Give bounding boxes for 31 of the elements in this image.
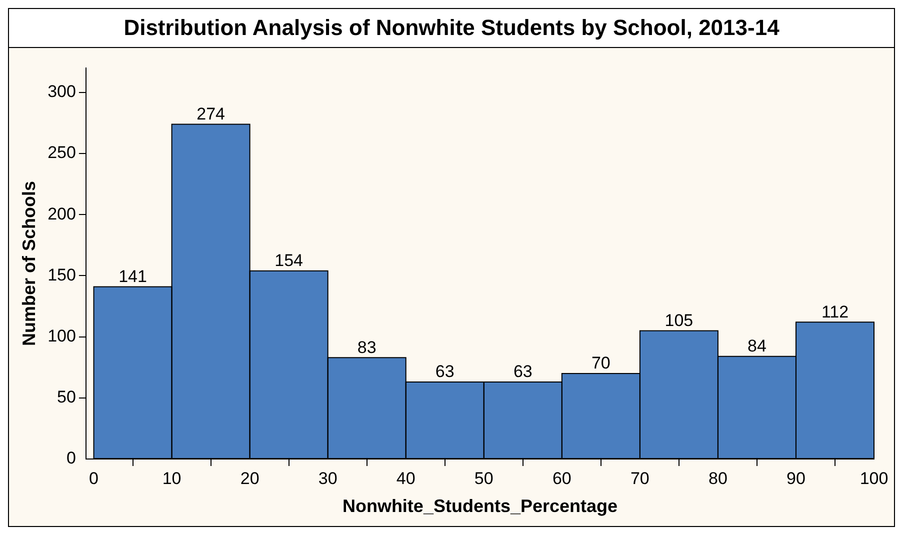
x-tick-label: 100: [860, 468, 888, 488]
x-tick-label: 30: [318, 468, 338, 488]
data-label: 105: [664, 310, 694, 330]
x-tick-label: 40: [396, 468, 416, 488]
data-label: 83: [357, 338, 376, 357]
y-tick-label: 250: [48, 143, 76, 162]
data-label: 70: [591, 354, 610, 373]
data-label: 141: [118, 266, 147, 286]
x-tick-label: 80: [708, 468, 728, 488]
x-tick-label: 60: [552, 468, 572, 488]
y-tick-label: 100: [48, 326, 76, 346]
x-tick-label: 10: [162, 468, 182, 488]
data-label: 112: [821, 302, 849, 322]
y-tick-label: 50: [57, 388, 76, 407]
y-tick-label: 200: [48, 204, 76, 224]
data-label: 274: [196, 104, 225, 124]
data-label: 63: [435, 362, 454, 382]
data-label: 154: [274, 251, 304, 270]
data-label: 63: [513, 362, 532, 382]
x-tick-label: 20: [240, 468, 260, 488]
y-tick-label: 300: [48, 82, 76, 102]
x-tick-label: 70: [630, 468, 650, 488]
data-label: 84: [748, 336, 766, 356]
x-axis-title: Nonwhite_Students_Percentage: [342, 496, 618, 516]
y-tick-label: 150: [48, 265, 76, 284]
x-tick-label: 0: [89, 468, 98, 488]
y-tick-label: 0: [66, 448, 76, 468]
x-tick-label: 90: [786, 468, 806, 488]
x-tick-label: 50: [474, 468, 494, 488]
chart-title: Distribution Analysis of Nonwhite Students by School, 2013-14: [9, 9, 894, 48]
y-axis-title: Number of Schools: [18, 180, 39, 346]
